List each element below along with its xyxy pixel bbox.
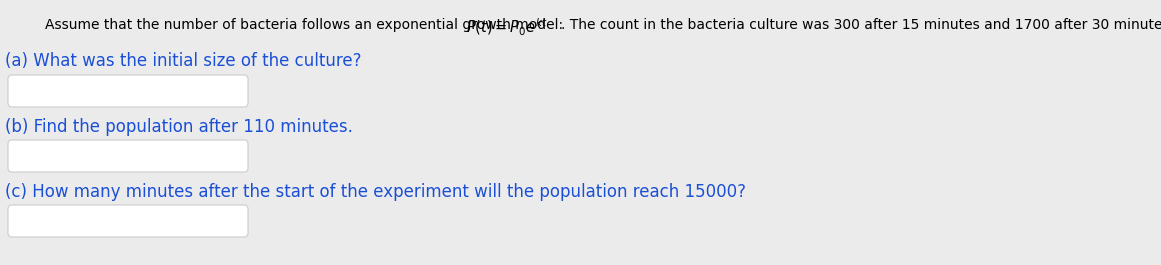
Text: (b) Find the population after 110 minutes.: (b) Find the population after 110 minute… [5,118,353,136]
Text: Assume that the number of bacteria follows an exponential growth model:: Assume that the number of bacteria follo… [45,18,568,32]
Text: (c) How many minutes after the start of the experiment will the population reach: (c) How many minutes after the start of … [5,183,747,201]
Text: (a) What was the initial size of the culture?: (a) What was the initial size of the cul… [5,52,361,70]
Text: . The count in the bacteria culture was 300 after 15 minutes and 1700 after 30 m: . The count in the bacteria culture was … [561,18,1161,32]
FancyBboxPatch shape [8,75,248,107]
FancyBboxPatch shape [8,205,248,237]
FancyBboxPatch shape [8,140,248,172]
Text: $P(t) = P_0e^{kt}$: $P(t) = P_0e^{kt}$ [467,17,548,38]
